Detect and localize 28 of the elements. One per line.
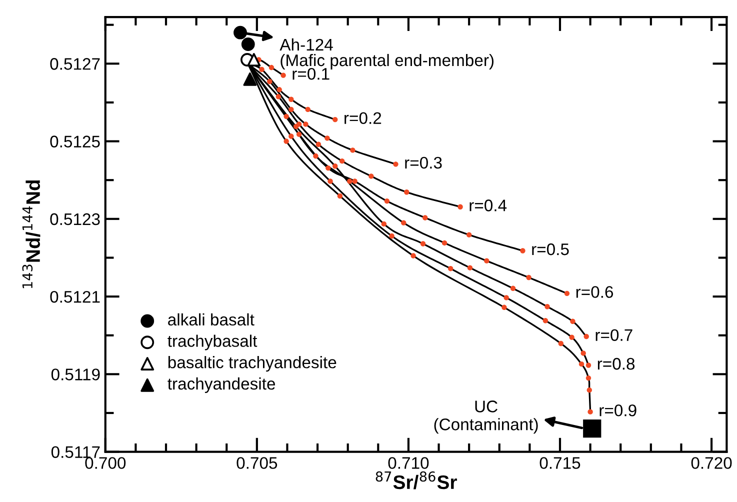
legend-label: basaltic trachyandesite xyxy=(168,356,336,372)
annotation: r=0.7 xyxy=(596,329,632,341)
x-tick-label: 0.715 xyxy=(540,457,580,469)
annotation: UC (Contaminant) xyxy=(434,400,538,434)
y-tick-label: 0.5119 xyxy=(51,368,100,380)
annotation: r=0.8 xyxy=(598,358,635,370)
annotation: r=0.3 xyxy=(405,156,442,169)
x-tick-label: 0.705 xyxy=(236,457,278,469)
y-tick-label: 0.5121 xyxy=(50,290,100,303)
x-tick-label: 0.720 xyxy=(691,457,732,469)
y-tick-label: 0.5125 xyxy=(50,136,100,148)
annotation: r=0.9 xyxy=(600,404,636,416)
legend-label: alkali basalt xyxy=(168,313,254,326)
y-tick-label: 0.5117 xyxy=(51,446,100,458)
legend-label: trachybasalt xyxy=(168,334,258,350)
legend-label: trachyandesite xyxy=(168,377,276,393)
y-tick-label: 0.5123 xyxy=(50,213,100,226)
y-tick-label: 0.5127 xyxy=(50,58,100,70)
x-tick-label: 0.710 xyxy=(388,457,429,469)
annotation: r=0.5 xyxy=(532,243,569,256)
x-axis-title: $^{87}$Sr/$^{86}$Sr xyxy=(376,471,457,490)
annotation: r=0.1 xyxy=(292,68,330,80)
annotation: r=0.4 xyxy=(470,200,507,212)
annotation: Ah-124 (Mafic parental end-member) xyxy=(280,38,494,70)
annotation: r=0.2 xyxy=(344,112,382,124)
y-axis-title: $^{143}$Nd/$^{144}$Nd xyxy=(22,180,40,288)
x-tick-label: 0.700 xyxy=(85,457,126,469)
annotation: r=0.6 xyxy=(576,286,614,298)
